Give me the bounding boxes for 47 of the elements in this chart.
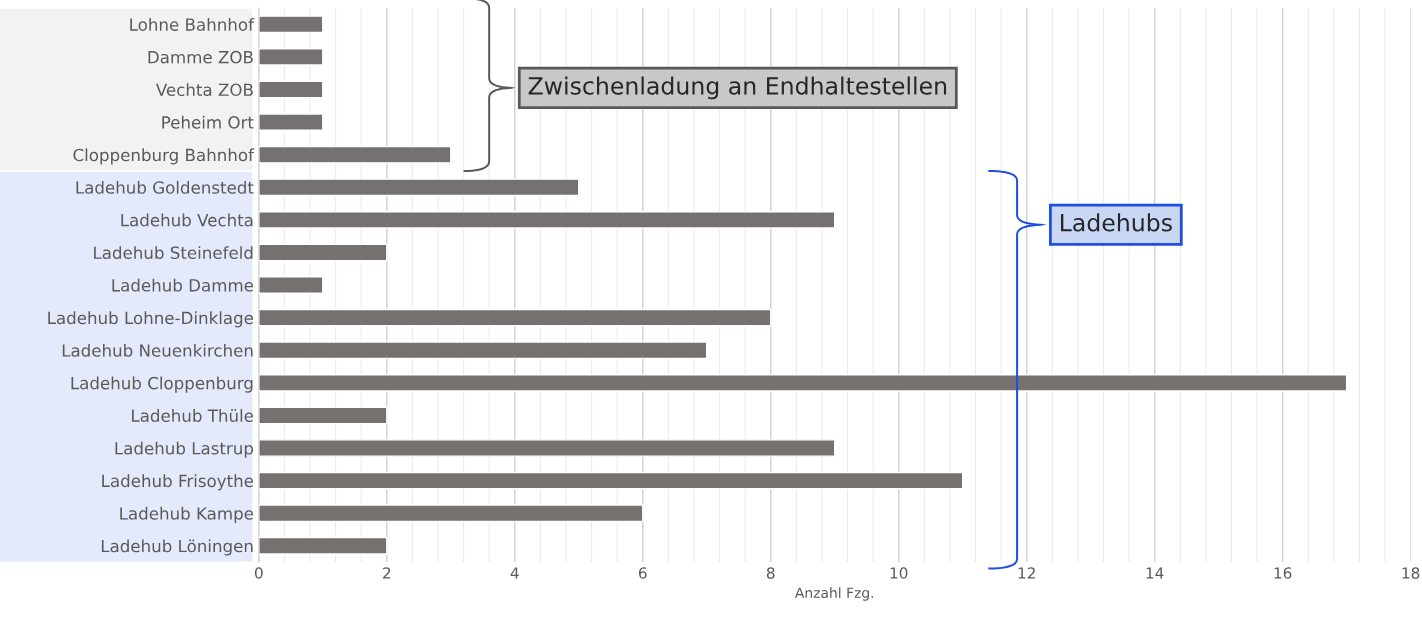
bar <box>258 406 388 425</box>
bar <box>258 439 836 457</box>
y-tick-label: Ladehub Kampe <box>120 506 254 523</box>
y-tick-label: Ladehub Cloppenburg <box>71 376 253 393</box>
y-tick-label: Peheim Ort <box>162 115 254 129</box>
x-tick-label: 14 <box>1146 567 1164 579</box>
bar <box>258 15 324 34</box>
annotation: Zwischenladung an Endhaltestellen <box>528 76 947 100</box>
y-tick-label: Ladehub Goldenstedt <box>76 180 254 194</box>
y-tick-label: Ladehub Lohne-Dinklage <box>48 311 254 328</box>
y-tick-label: Ladehub Lastrup <box>115 441 254 458</box>
x-tick-label: 2 <box>383 567 391 579</box>
x-tick-label: 18 <box>1402 567 1420 579</box>
bar <box>258 373 1348 392</box>
bar <box>258 178 580 197</box>
x-tick-label: 16 <box>1274 567 1292 579</box>
bar <box>258 276 324 294</box>
bar <box>258 504 644 523</box>
annotation: Ladehubs <box>1061 213 1172 232</box>
y-tick-label: Ladehub Thüle <box>132 409 254 422</box>
bar <box>258 145 452 164</box>
bar <box>258 80 324 99</box>
y-tick-label: Ladehub Vechta <box>121 213 253 227</box>
bar <box>258 48 324 66</box>
y-tick-label: Ladehub Löningen <box>101 539 253 556</box>
y-tick-label: Damme ZOB <box>148 50 253 64</box>
x-tick-label: 8 <box>766 567 775 579</box>
bar <box>258 536 388 555</box>
x-tick-label: 0 <box>254 567 263 579</box>
x-tick-label: 6 <box>638 567 647 579</box>
bar <box>258 308 772 327</box>
y-tick-label: Ladehub Frisoythe <box>102 474 254 491</box>
y-tick-label: Ladehub Damme <box>112 278 254 292</box>
y-tick-label: Lohne Bahnhof <box>130 17 255 31</box>
y-tick-label: Ladehub Neuenkirchen <box>62 343 253 357</box>
x-tick-label: 10 <box>890 567 908 579</box>
y-tick-label: Ladehub Steinefeld <box>94 246 253 260</box>
bar <box>258 471 964 490</box>
y-tick-label: Cloppenburg Bahnhof <box>73 148 255 165</box>
bar <box>258 243 388 262</box>
bar <box>258 211 836 229</box>
y-tick-label: Vechta ZOB <box>155 83 253 97</box>
x-axis-title: Anzahl Fzg. <box>794 587 874 601</box>
x-tick-label: 12 <box>1018 567 1035 579</box>
x-tick-label: 4 <box>510 567 519 579</box>
bar <box>258 113 324 131</box>
bar <box>258 341 708 360</box>
